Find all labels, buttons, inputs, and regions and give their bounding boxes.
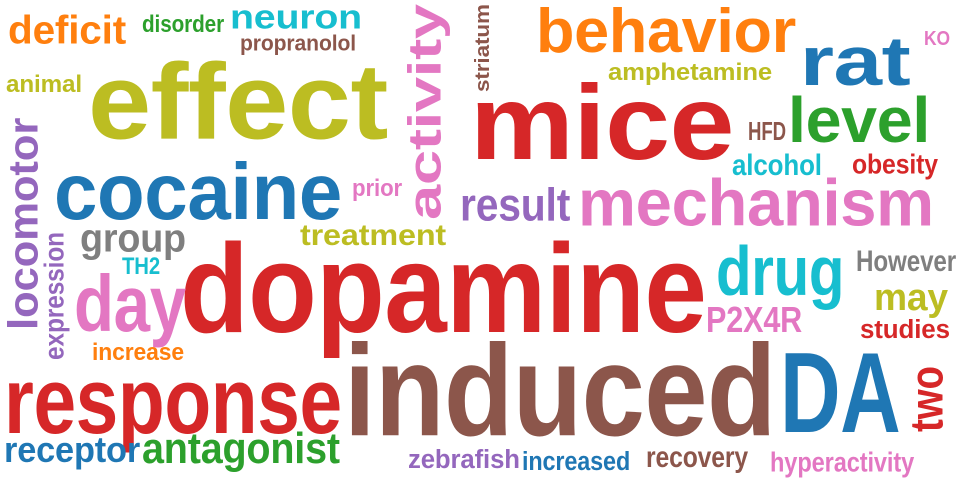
word-p2x4r: P2X4R bbox=[706, 299, 803, 341]
word-treatment: treatment bbox=[300, 218, 447, 252]
word-activity: activity bbox=[399, 4, 451, 220]
word-zebrafish: zebrafish bbox=[408, 444, 520, 474]
word-antagonist: antagonist bbox=[142, 423, 340, 473]
word-cocaine: cocaine bbox=[54, 147, 342, 237]
word-mechanism: mechanism bbox=[578, 166, 934, 240]
word-studies: studies bbox=[860, 314, 950, 344]
word-response: response bbox=[4, 348, 342, 454]
word-amphetamine: amphetamine bbox=[608, 58, 773, 86]
word-expression: expression bbox=[38, 231, 70, 360]
word-hyperactivity: hyperactivity bbox=[770, 446, 915, 478]
word-day: day bbox=[74, 259, 186, 349]
word-da: DA bbox=[780, 329, 901, 457]
word-neuron: neuron bbox=[230, 0, 362, 37]
word-recovery: recovery bbox=[646, 440, 748, 474]
word-level: level bbox=[788, 84, 930, 156]
word-prior: prior bbox=[352, 174, 403, 202]
word-behavior: behavior bbox=[536, 0, 796, 66]
word-animal: animal bbox=[6, 70, 82, 98]
word-rat: rat bbox=[800, 21, 911, 101]
word-hfd: HFD bbox=[748, 116, 787, 146]
word-however: However bbox=[856, 244, 957, 278]
word-increase: increase bbox=[92, 338, 184, 366]
word-increased: increased bbox=[522, 446, 631, 476]
word-group: group bbox=[80, 215, 186, 261]
word-propranolol: propranolol bbox=[240, 30, 357, 56]
word-may: may bbox=[874, 275, 948, 319]
word-obesity: obesity bbox=[852, 148, 938, 180]
word-deficit: deficit bbox=[8, 7, 126, 53]
word-alcohol: alcohol bbox=[732, 148, 822, 182]
word-drug: drug bbox=[716, 231, 845, 311]
word-disorder: disorder bbox=[142, 10, 225, 38]
word-result: result bbox=[460, 179, 571, 231]
word-th2: TH2 bbox=[122, 252, 161, 280]
word-effect: effect bbox=[88, 41, 388, 163]
word-ko: KO bbox=[924, 26, 950, 50]
word-induced: induced bbox=[344, 318, 776, 464]
word-two: two bbox=[901, 366, 953, 432]
word-dopamine: dopamine bbox=[180, 218, 707, 360]
word-mice: mice bbox=[470, 63, 735, 183]
word-receptor: receptor bbox=[4, 429, 141, 471]
